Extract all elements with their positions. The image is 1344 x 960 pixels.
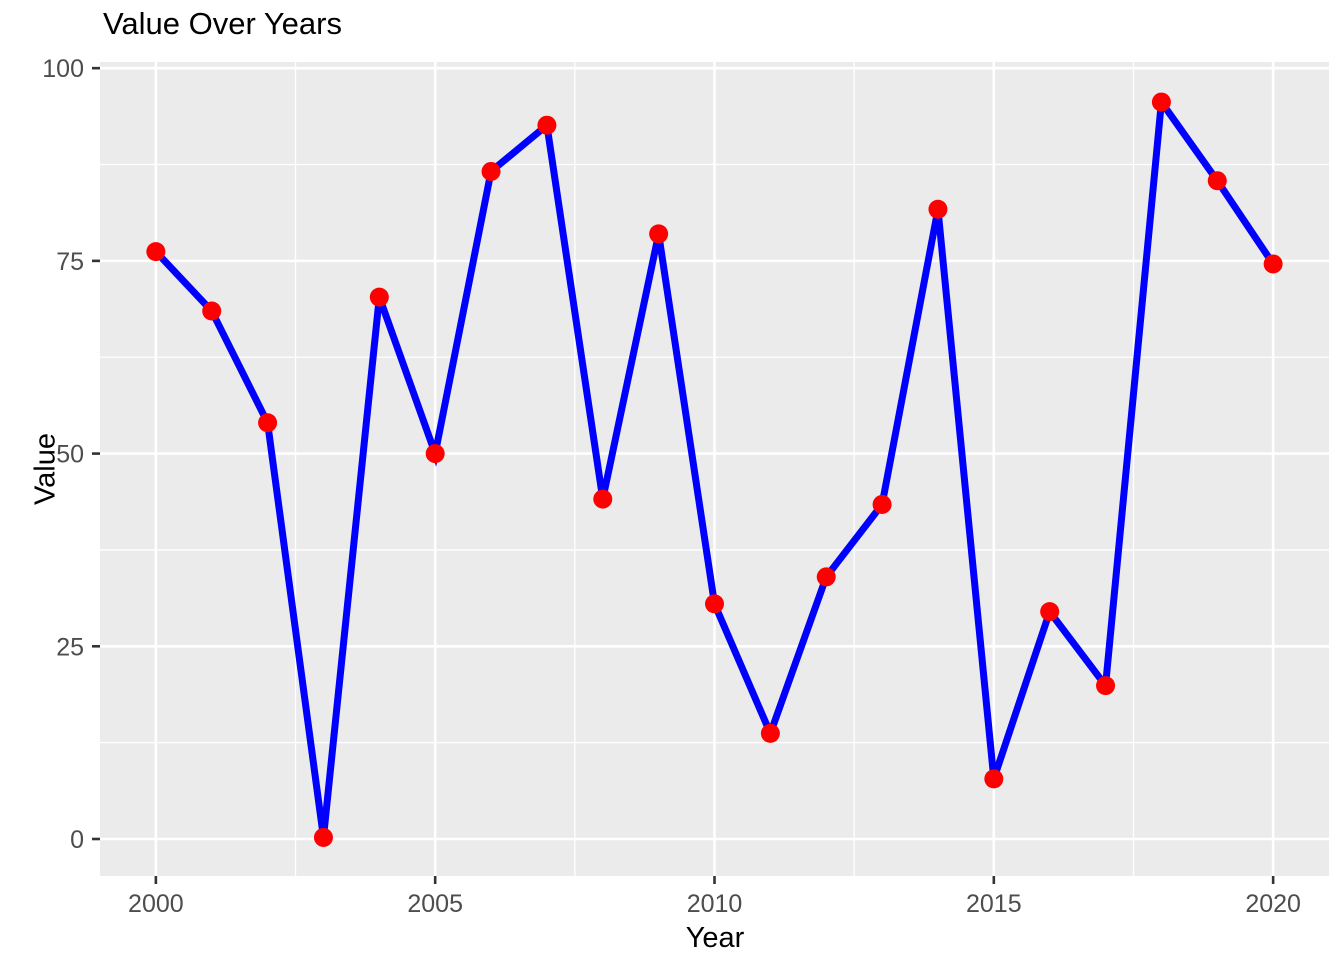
y-tick-label: 100 — [42, 55, 84, 83]
data-point — [1040, 602, 1060, 622]
x-tick-label: 2020 — [1245, 890, 1301, 918]
data-point — [1263, 254, 1283, 274]
data-point — [649, 224, 669, 244]
x-tick-label: 2010 — [687, 890, 743, 918]
data-point — [872, 494, 892, 514]
chart-title: Value Over Years — [103, 6, 342, 41]
data-point — [593, 489, 613, 509]
data-point — [258, 413, 278, 433]
data-point — [146, 242, 166, 262]
y-tick-label: 50 — [56, 441, 84, 469]
data-point — [984, 769, 1004, 789]
data-point — [481, 161, 501, 181]
data-point — [202, 301, 222, 321]
data-point — [928, 199, 948, 219]
x-tick-label: 2000 — [128, 890, 184, 918]
x-tick-label: 2015 — [966, 890, 1022, 918]
data-point — [313, 827, 333, 847]
data-point — [1096, 676, 1116, 696]
data-point — [1207, 171, 1227, 191]
data-point — [816, 567, 836, 587]
y-axis-title: Value — [29, 432, 62, 506]
data-point — [760, 723, 780, 743]
x-axis-title: Year — [685, 922, 745, 954]
y-tick-label: 0 — [70, 826, 84, 854]
y-tick-label: 75 — [56, 248, 84, 276]
data-point — [1151, 92, 1171, 112]
data-point — [537, 115, 557, 135]
y-tick-label: 25 — [56, 633, 84, 661]
x-tick-label: 2005 — [407, 890, 463, 918]
data-point — [369, 287, 389, 307]
data-point — [425, 444, 445, 464]
data-point — [705, 594, 724, 614]
